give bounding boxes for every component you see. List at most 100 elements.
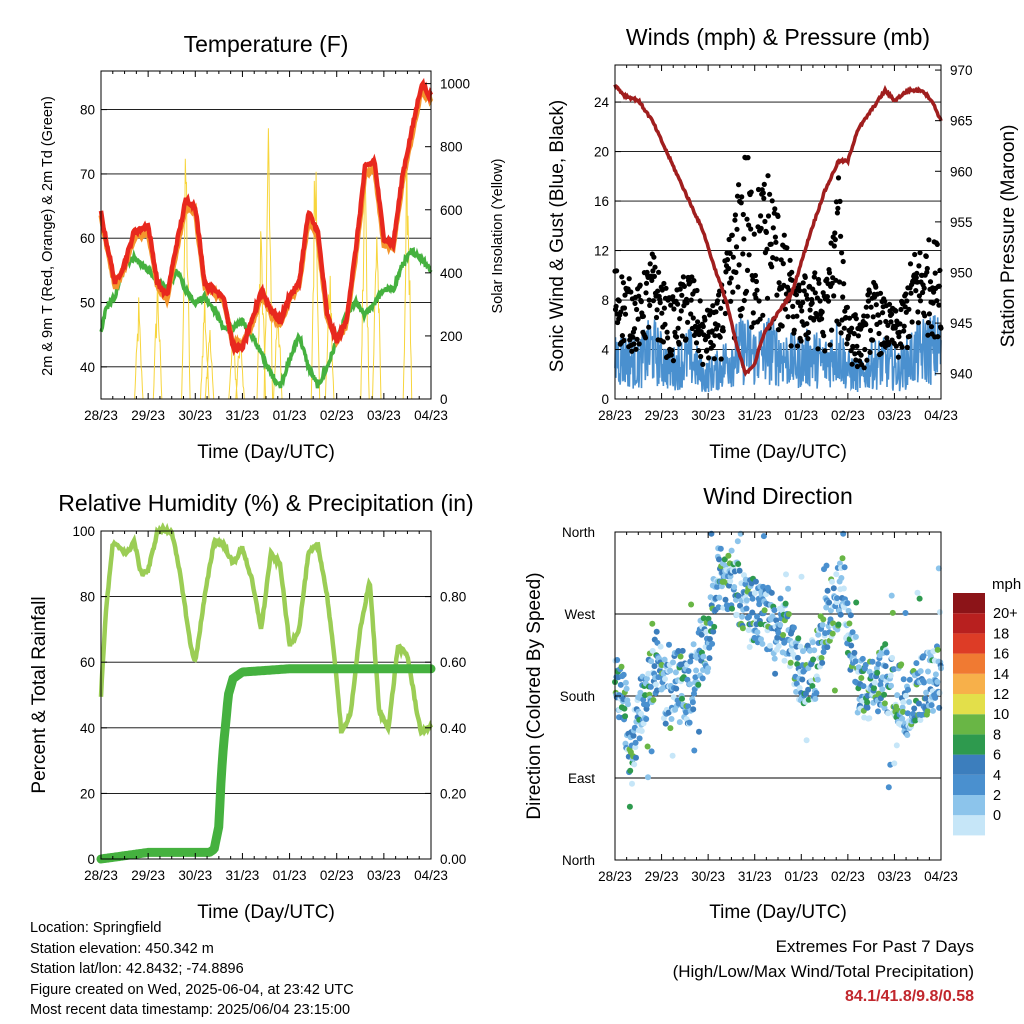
y-tick-label: 24 — [594, 95, 610, 110]
gust-point — [930, 300, 936, 306]
direction-point — [810, 656, 817, 663]
x-tick-label: 04/23 — [414, 408, 448, 423]
legend-swatch — [953, 633, 985, 654]
direction-point — [911, 705, 918, 712]
humidity-title: Relative Humidity (%) & Precipitation (i… — [58, 490, 473, 516]
gust-point — [735, 284, 741, 290]
gust-point — [768, 241, 774, 247]
y-tick-label-right: 945 — [950, 316, 973, 331]
gust-point — [637, 282, 643, 288]
direction-point — [874, 669, 881, 676]
direction-point — [787, 659, 794, 666]
direction-point — [916, 595, 923, 602]
gust-point — [670, 294, 676, 300]
gust-point — [752, 272, 759, 279]
gust-point — [621, 305, 628, 311]
legend-label: 8 — [993, 727, 1001, 743]
y-tick-label: 4 — [601, 343, 609, 358]
direction-point — [795, 635, 802, 642]
gust-point — [626, 276, 632, 282]
gust-point — [773, 239, 779, 245]
winds-series — [612, 84, 944, 393]
gust-point — [831, 243, 837, 249]
extremes-values: 84.1/41.8/9.8/0.58 — [845, 988, 974, 1005]
direction-point — [666, 641, 672, 648]
direction-point — [630, 732, 637, 739]
direction-point — [758, 636, 764, 643]
direction-point — [683, 709, 689, 716]
gust-point — [631, 326, 638, 332]
direction-point — [640, 696, 647, 703]
legend-label: 10 — [993, 707, 1009, 723]
direction-point — [875, 708, 881, 715]
gust-point — [840, 294, 846, 300]
direction-point — [899, 715, 906, 722]
gust-point — [758, 225, 764, 232]
gust-point — [816, 280, 822, 286]
direction-point — [900, 676, 907, 683]
gust-point — [917, 298, 924, 304]
gust-point — [909, 319, 915, 325]
gust-point — [835, 175, 842, 181]
gust-point — [854, 343, 860, 349]
direction-point — [902, 610, 909, 616]
direction-point — [759, 640, 766, 647]
gust-point — [794, 313, 800, 319]
gust-point — [712, 333, 718, 339]
gust-point — [746, 252, 752, 258]
direction-point — [871, 679, 878, 686]
gust-point — [927, 279, 934, 285]
direction-point — [631, 761, 638, 768]
x-tick-label: 29/23 — [645, 408, 679, 423]
gust-point — [897, 321, 903, 327]
gust-point — [636, 293, 642, 299]
direction-point — [921, 679, 927, 686]
gust-point — [733, 244, 740, 250]
direction-point — [649, 647, 656, 654]
solar-spike — [263, 128, 274, 400]
gust-point — [724, 257, 731, 263]
gust-point — [914, 270, 920, 276]
gust-point — [660, 339, 667, 345]
gust-point — [655, 288, 661, 294]
gust-point — [678, 308, 684, 314]
gust-point — [679, 292, 685, 298]
gust-point — [718, 356, 724, 362]
gust-point — [698, 353, 704, 360]
gust-point — [652, 264, 658, 270]
y-tick-label: 0 — [87, 852, 95, 867]
direction-point — [757, 621, 764, 628]
direction-point — [835, 621, 842, 628]
gust-point — [628, 289, 634, 295]
solar-spike — [310, 171, 321, 400]
gust-point — [717, 334, 723, 340]
direction-point — [745, 627, 752, 634]
direction-point — [706, 636, 713, 642]
gust-point — [906, 333, 913, 339]
gust-point — [730, 289, 736, 295]
direction-point — [781, 657, 788, 664]
direction-point — [751, 590, 758, 596]
gust-point — [697, 298, 703, 304]
temp-2m-line — [98, 77, 434, 357]
direction-point — [726, 582, 733, 589]
gust-point — [867, 349, 873, 355]
gust-point — [657, 300, 663, 306]
direction-point — [729, 605, 735, 612]
gust-point — [675, 325, 681, 331]
gust-point — [836, 279, 843, 285]
gust-point — [677, 286, 683, 292]
gust-point — [620, 280, 627, 286]
direction-point — [761, 607, 768, 614]
legend-swatch — [953, 653, 985, 674]
legend-label: 20+ — [993, 606, 1018, 622]
gust-point — [922, 313, 928, 319]
gust-point — [796, 282, 802, 288]
direction-point — [864, 699, 871, 706]
gust-point — [693, 340, 700, 346]
gust-point — [797, 288, 803, 294]
direction-point — [853, 599, 860, 606]
direction-point — [877, 681, 884, 688]
gust-point — [743, 288, 750, 294]
